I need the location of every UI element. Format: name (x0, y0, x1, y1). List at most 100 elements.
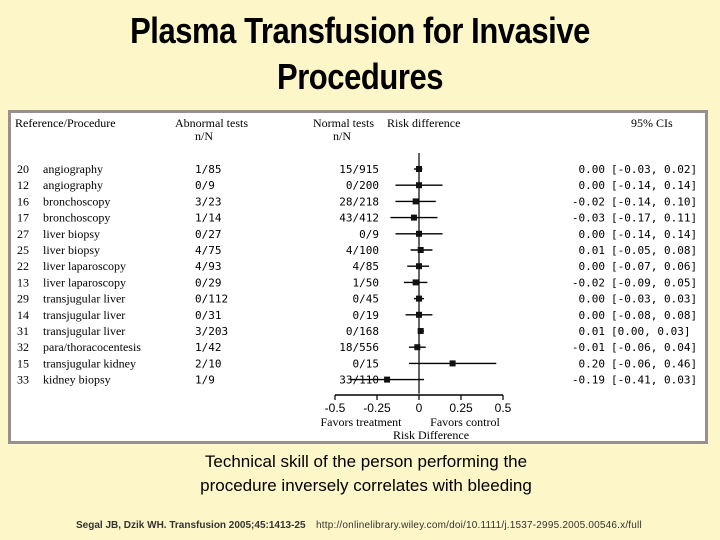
row-rd: 0.00 (579, 309, 606, 322)
row-procedure: para/thoracocentesis (43, 340, 141, 354)
point-estimate (416, 166, 422, 172)
row-rd: 0.00 (579, 179, 606, 192)
row-procedure: liver biopsy (43, 243, 100, 257)
row-normal: 0/168 (346, 325, 379, 338)
row-ref: 13 (17, 275, 29, 289)
row-ci: [-0.14, 0.14] (611, 228, 697, 241)
row-ref: 16 (17, 194, 29, 208)
point-estimate (416, 230, 422, 237)
x-tick-label: 0.5 (495, 401, 512, 415)
header-ci: 95% CIs (631, 116, 673, 130)
row-ref: 17 (17, 211, 29, 225)
row-procedure: liver laparoscopy (43, 259, 126, 273)
row-ref: 29 (17, 292, 29, 306)
header-risk: Risk difference (387, 116, 460, 130)
row-rd: 0.01 (579, 325, 606, 338)
citation: Segal JB, Dzik WH. Transfusion 2005;45:1… (76, 520, 306, 531)
caption-line-1: Technical skill of the person performing… (204, 452, 528, 471)
row-ref: 12 (17, 178, 29, 192)
row-abnormal: 2/10 (195, 357, 222, 370)
row-normal: 43/412 (339, 212, 379, 225)
row-rd: 0.20 (579, 357, 606, 370)
row-procedure: transjugular kidney (43, 356, 136, 370)
row-procedure: bronchoscopy (43, 211, 110, 225)
point-estimate (416, 182, 422, 189)
point-estimate (416, 311, 422, 318)
point-estimate (417, 247, 424, 253)
row-normal: 0/200 (346, 179, 379, 192)
title-line-1: Plasma Transfusion for Invasive (130, 10, 590, 51)
row-normal: 4/85 (353, 260, 380, 273)
row-abnormal: 3/203 (195, 325, 228, 338)
row-abnormal: 0/112 (195, 293, 228, 306)
row-procedure: transjugular liver (43, 324, 125, 338)
row-abnormal: 1/14 (195, 212, 222, 225)
row-ci: [-0.06, 0.04] (611, 341, 697, 354)
row-ref: 20 (17, 162, 29, 176)
row-rd: 0.00 (579, 293, 606, 306)
row-normal: 0/9 (359, 228, 379, 241)
row-abnormal: 0/29 (195, 276, 222, 289)
favors-left-label: Favors treatment (321, 415, 403, 429)
point-estimate (414, 344, 421, 351)
row-normal: 18/556 (339, 341, 379, 354)
slide-caption: Technical skill of the person performing… (0, 450, 720, 498)
row-normal: 0/19 (353, 309, 380, 322)
row-ref: 15 (17, 356, 29, 370)
row-rd: 0.00 (579, 228, 606, 241)
row-ci: [-0.14, 0.14] (611, 179, 697, 192)
row-abnormal: 4/75 (195, 244, 222, 257)
row-procedure: liver biopsy (43, 227, 100, 241)
row-procedure: transjugular liver (43, 308, 125, 322)
row-rd: -0.03 (572, 212, 605, 225)
x-axis-label: Risk Difference (393, 428, 469, 441)
row-ref: 14 (17, 308, 29, 322)
header-normal: Normal tests (313, 116, 374, 130)
point-estimate (449, 360, 456, 367)
row-ci: [-0.07, 0.06] (611, 260, 697, 273)
row-rd: 0.01 (579, 244, 606, 257)
row-ref: 27 (17, 227, 29, 241)
header-abnormal: Abnormal tests (175, 116, 248, 130)
point-estimate (410, 214, 417, 221)
x-tick-label: 0.25 (449, 401, 473, 415)
row-normal: 0/45 (353, 293, 380, 306)
row-ci: [-0.17, 0.11] (611, 212, 697, 225)
row-ci: [-0.14, 0.10] (611, 195, 697, 208)
caption-line-2: procedure inversely correlates with blee… (200, 476, 532, 495)
row-ci: [-0.09, 0.05] (611, 276, 697, 289)
row-abnormal: 1/9 (195, 374, 215, 387)
row-ci: [-0.05, 0.08] (611, 244, 697, 257)
row-ref: 22 (17, 259, 29, 273)
row-procedure: liver laparoscopy (43, 275, 126, 289)
row-ci: [-0.08, 0.08] (611, 309, 697, 322)
point-estimate (416, 295, 422, 302)
row-ref: 25 (17, 243, 29, 257)
row-rd: -0.02 (572, 276, 605, 289)
row-abnormal: 0/9 (195, 179, 215, 192)
row-normal: 28/218 (339, 195, 379, 208)
row-ci: [-0.06, 0.46] (611, 357, 697, 370)
row-abnormal: 3/23 (195, 195, 222, 208)
row-ci: [-0.03, 0.03] (611, 293, 697, 306)
row-normal: 0/15 (353, 357, 380, 370)
row-abnormal: 0/31 (195, 309, 222, 322)
title-line-2: Procedures (276, 56, 444, 97)
point-estimate (416, 263, 422, 270)
forest-plot-figure: Reference/Procedure Abnormal tests n/N Norm… (8, 110, 708, 444)
point-estimate (412, 198, 419, 205)
x-tick-label: -0.5 (325, 401, 346, 415)
row-rd: 0.00 (579, 260, 606, 273)
row-procedure: transjugular liver (43, 292, 125, 306)
header-ref-procedure: Reference/Procedure (15, 116, 116, 130)
row-ref: 33 (17, 373, 29, 387)
row-rd: -0.01 (572, 341, 605, 354)
citation-url[interactable]: http://onlinelibrary.wiley.com/doi/10.11… (316, 520, 642, 531)
header-normal-sub: n/N (333, 129, 351, 143)
row-procedure: angiography (43, 162, 103, 176)
row-abnormal: 0/27 (195, 228, 222, 241)
point-estimate (417, 328, 424, 334)
row-abnormal: 4/93 (195, 260, 222, 273)
row-ci: [-0.41, 0.03] (611, 374, 697, 387)
row-rd: -0.19 (572, 374, 605, 387)
